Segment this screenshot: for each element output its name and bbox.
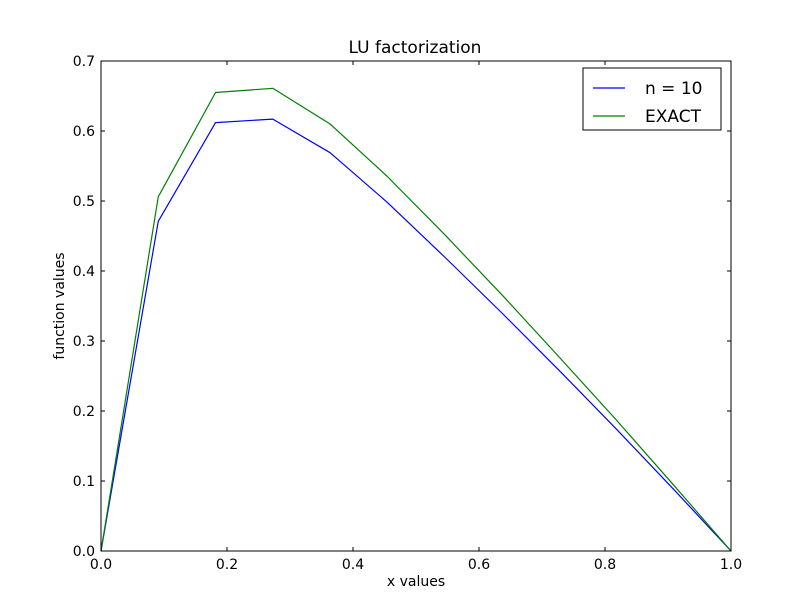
series-line-0 (100, 118, 732, 552)
plot-area: 0.0 0.2 0.4 0.6 0.8 1.0 0.0 0.1 0.2 0.3 0.4 0.5 0.6… (73, 54, 742, 573)
legend: n = 10 EXACT (582, 67, 722, 131)
y-axis: 0.0 0.1 0.2 0.3 0.4 0.5 0.6 0.7 (73, 54, 731, 560)
y-tick-label: 0.5 (73, 194, 95, 210)
x-tick-label: 0.2 (216, 557, 238, 573)
y-tick-label: 0.6 (73, 124, 95, 140)
series-line-1 (100, 87, 732, 552)
legend-label-n10: n = 10 (645, 79, 702, 99)
y-tick-label: 0.1 (73, 474, 95, 490)
x-tick-label: 0.0 (90, 557, 112, 573)
x-tick-label: 1.0 (720, 557, 742, 573)
x-axis: 0.0 0.2 0.4 0.6 0.8 1.0 (90, 61, 742, 573)
y-tick-label: 0.7 (73, 54, 95, 70)
y-tick-label: 0.0 (73, 544, 95, 560)
series-layer (100, 87, 732, 552)
x-axis-label: x values (387, 574, 445, 590)
y-tick-label: 0.4 (73, 264, 95, 280)
legend-label-exact: EXACT (645, 107, 702, 127)
x-tick-label: 0.6 (468, 557, 490, 573)
x-tick-label: 0.8 (594, 557, 616, 573)
legend-box (582, 67, 722, 131)
chart-title: LU factorization (349, 38, 482, 58)
plot-frame (100, 60, 732, 552)
plot-background (101, 61, 731, 551)
x-tick-label: 0.4 (342, 557, 364, 573)
y-tick-label: 0.2 (73, 404, 95, 420)
y-tick-label: 0.3 (73, 334, 95, 350)
y-axis-label: function values (52, 252, 68, 359)
